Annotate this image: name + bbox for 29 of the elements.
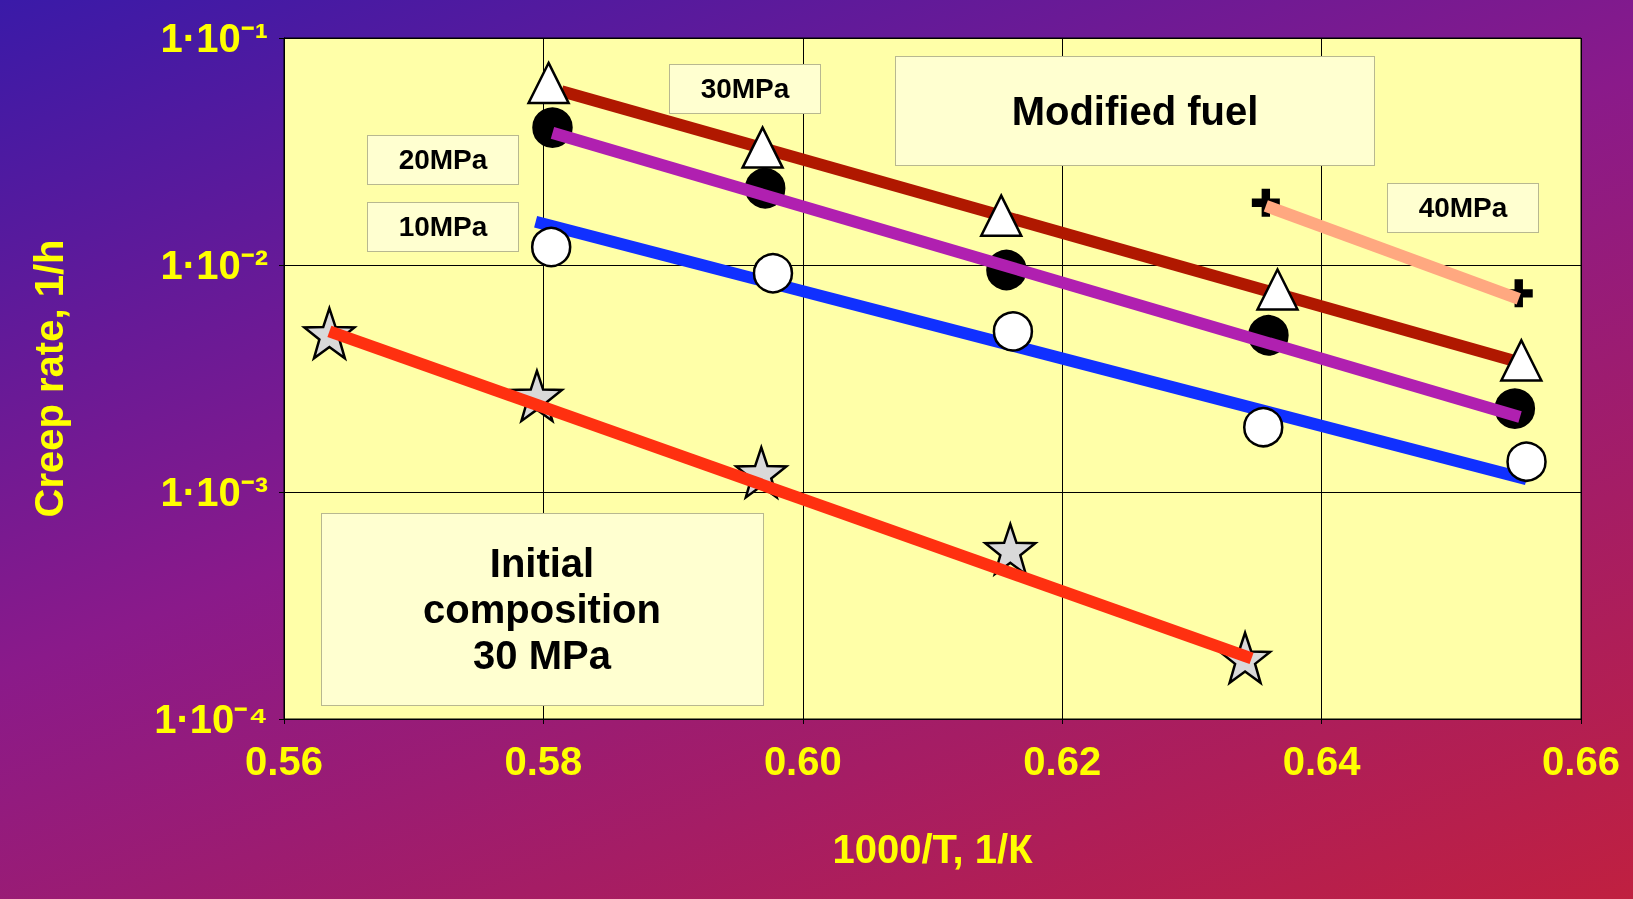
point bbox=[752, 252, 794, 294]
point bbox=[979, 194, 1023, 237]
point bbox=[1506, 441, 1547, 482]
y-tick-label: 1·10⁻⁴ bbox=[154, 697, 268, 741]
y-tick-label: 1·10⁻¹ bbox=[160, 16, 268, 60]
point bbox=[741, 126, 784, 169]
y-axis-title: Creep rate, 1/h bbox=[27, 239, 71, 518]
point bbox=[1256, 268, 1299, 311]
point bbox=[1500, 339, 1543, 382]
y-tick-label: 1·10⁻² bbox=[160, 243, 268, 287]
x-tick-label: 0.60 bbox=[763, 739, 842, 783]
point bbox=[1243, 406, 1284, 448]
point bbox=[982, 520, 1039, 578]
x-tick-label: 0.64 bbox=[1282, 739, 1362, 783]
x-tick-label: 0.56 bbox=[245, 739, 323, 783]
x-tick-label: 0.62 bbox=[1023, 739, 1102, 783]
text-box: 20MPa bbox=[367, 135, 519, 185]
point bbox=[530, 226, 572, 268]
x-tick-label: 0.66 bbox=[1542, 739, 1620, 783]
text-box: Initial composition 30 MPa bbox=[320, 512, 764, 706]
point bbox=[527, 61, 570, 105]
x-tick-label: 0.58 bbox=[504, 739, 583, 783]
text-box: 40MPa bbox=[1387, 183, 1539, 233]
text-box: 10MPa bbox=[367, 202, 519, 252]
text-box: 30MPa bbox=[669, 64, 821, 114]
text-box: Modified fuel bbox=[895, 56, 1375, 166]
y-tick-label: 1·10⁻³ bbox=[160, 470, 268, 514]
x-axis-title: 1000/T, 1/К bbox=[832, 827, 1034, 871]
point bbox=[992, 311, 1034, 352]
